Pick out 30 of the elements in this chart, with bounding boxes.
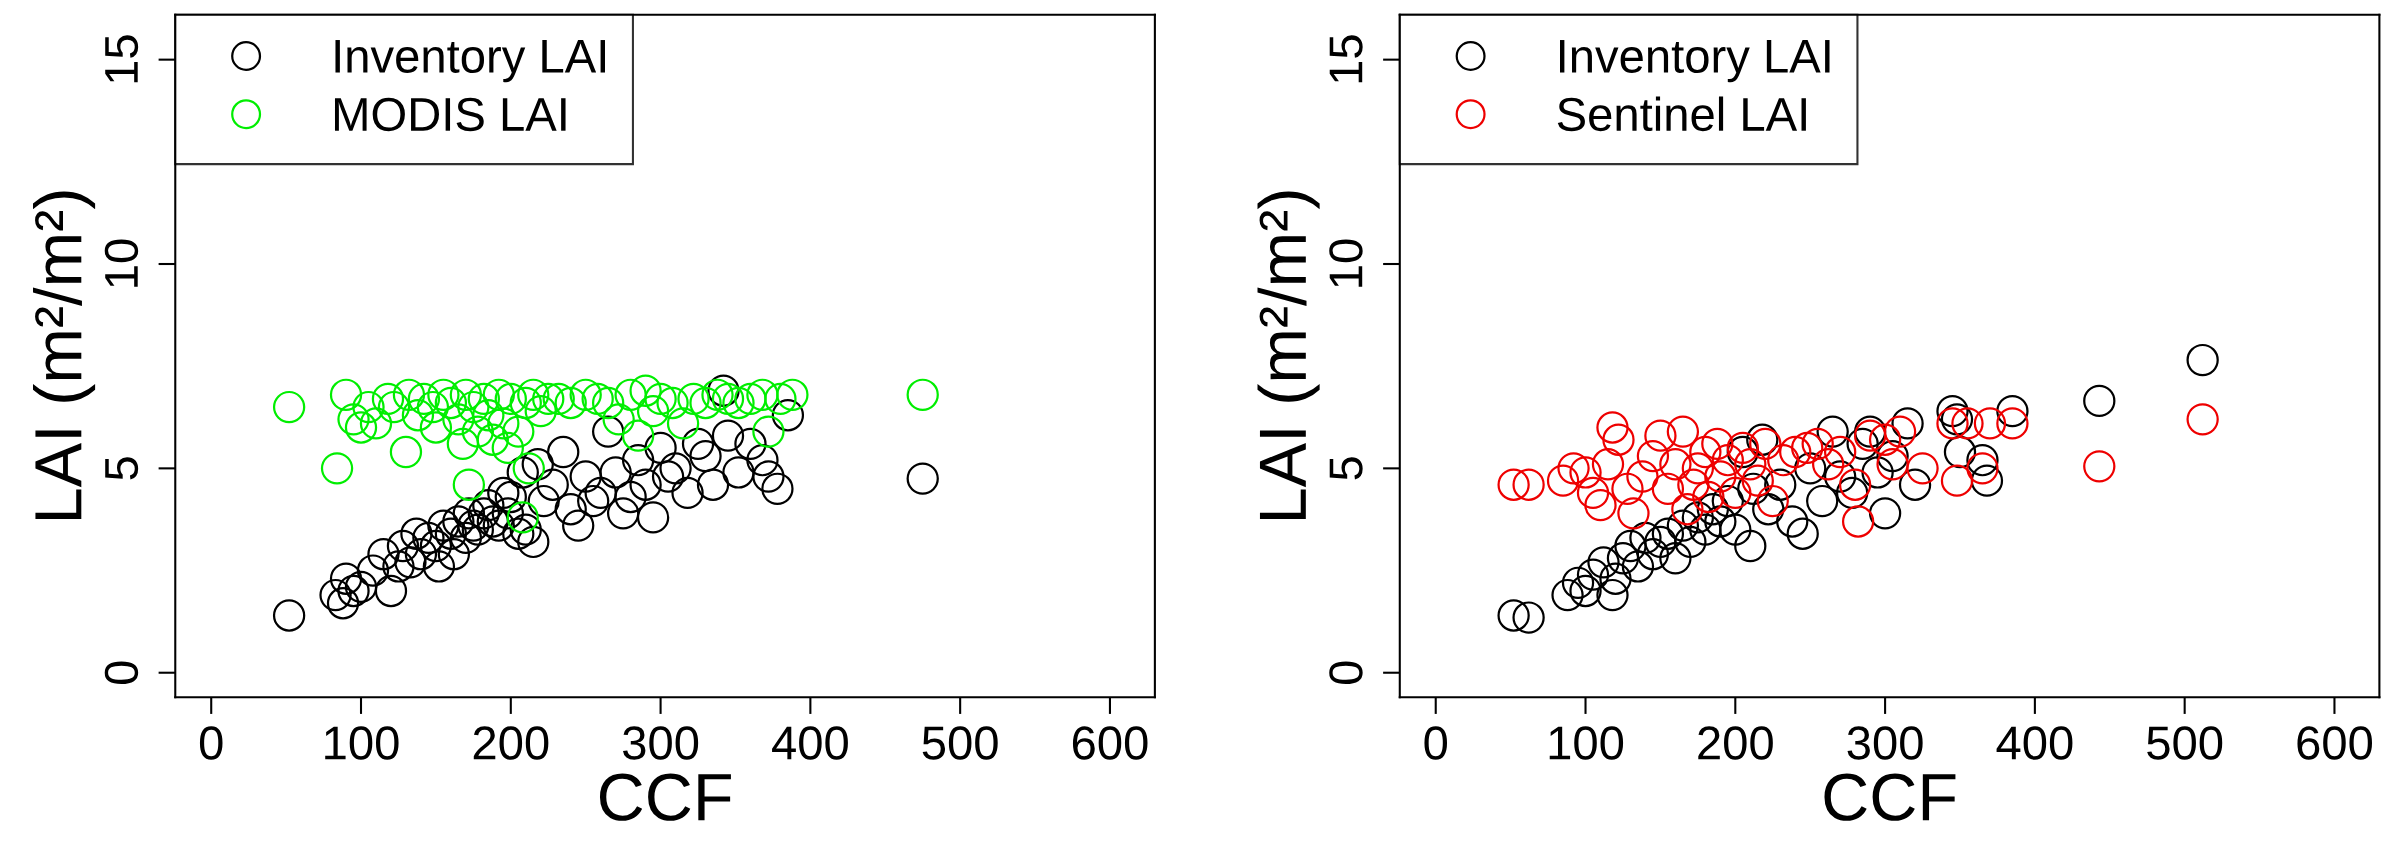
y-tick-label: 5 <box>1329 457 1363 480</box>
y-axis-title: LAI (m²/m²) <box>33 191 96 519</box>
x-axis-title: CCF <box>599 773 731 821</box>
y-tick-label: 15 <box>1329 35 1363 83</box>
x-tick-label: 100 <box>325 726 399 760</box>
y-tick-label: 5 <box>105 457 139 480</box>
y-tick-label: 0 <box>104 661 139 685</box>
y-tick-label: 10 <box>104 239 139 287</box>
y-tick-label: 10 <box>1329 239 1363 287</box>
x-tick-label: 300 <box>622 726 699 760</box>
x-tick-label: 500 <box>2147 726 2223 760</box>
x-tick-label: 200 <box>1698 726 1773 760</box>
x-axis-title: CCF <box>1824 773 1956 821</box>
x-tick-label: 0 <box>199 726 223 760</box>
legend-label: Inventory LAI <box>1559 40 1830 83</box>
x-tick-label: 500 <box>922 726 998 760</box>
x-tick-label: 400 <box>772 726 848 760</box>
y-tick-label: 0 <box>1329 661 1363 685</box>
legend-label: Inventory LAI <box>335 40 605 83</box>
x-tick-label: 600 <box>2297 726 2373 760</box>
x-tick-label: 400 <box>1996 726 2073 760</box>
y-tick-label: 15 <box>105 35 139 83</box>
x-tick-label: 300 <box>1847 726 1923 760</box>
x-tick-label: 100 <box>1549 726 1624 760</box>
legend-label: Sentinel LAI <box>1557 96 1806 132</box>
x-tick-label: 600 <box>1072 726 1148 760</box>
x-tick-label: 200 <box>473 726 549 760</box>
legend-label: MODIS LAI <box>334 97 566 132</box>
x-tick-label: 0 <box>1424 726 1448 760</box>
y-axis-title: LAI (m²/m²) <box>1257 191 1320 519</box>
